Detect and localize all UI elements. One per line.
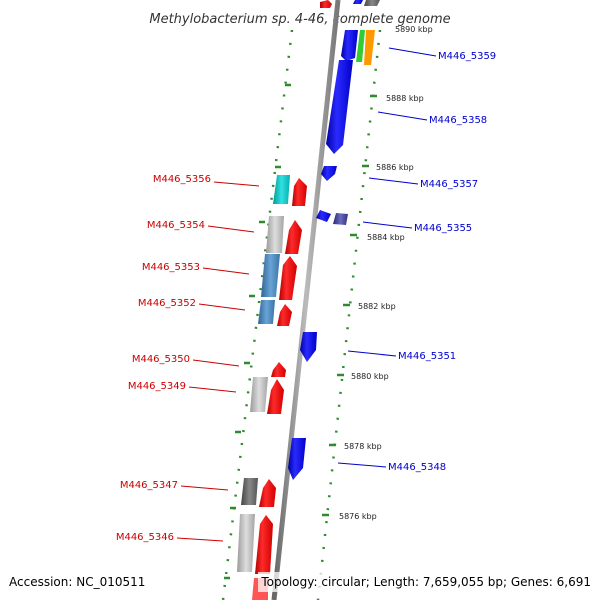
topology-text: Topology: circular; Length: 7,659,055 bp… <box>260 575 591 589</box>
right-gene-labels: M446_5359 M446_5358 M446_5357 M446_5355 … <box>388 51 496 473</box>
gene-feature <box>259 479 276 507</box>
gene-feature <box>356 30 365 62</box>
gene-label: M446_5347 <box>120 480 178 491</box>
gene-feature <box>285 220 302 254</box>
gene-feature <box>267 379 284 414</box>
left-gene-labels: M446_5356 M446_5354 M446_5353 M446_5352 … <box>116 174 211 543</box>
gene-feature <box>255 515 273 574</box>
page-title: Methylobacterium sp. 4-46, complete geno… <box>149 12 450 27</box>
left-leader-lines <box>176 181 260 542</box>
gene-feature <box>271 362 286 377</box>
footer-backdrop <box>258 572 596 592</box>
gene-label: M446_5348 <box>388 462 446 473</box>
gene-feature <box>300 332 317 362</box>
accession-text: Accession: NC_010511 <box>9 575 145 589</box>
gene-feature <box>237 514 255 572</box>
forward-strand-genes <box>237 0 332 600</box>
kbp-label: 5876 kbp <box>339 512 377 521</box>
gene-label: M446_5350 <box>132 354 190 365</box>
gene-feature <box>326 60 353 154</box>
gene-label: M446_5351 <box>398 351 456 362</box>
gene-feature <box>277 304 292 326</box>
left-dotted-track <box>221 29 294 600</box>
gene-feature <box>320 0 332 8</box>
gene-feature <box>288 438 306 480</box>
gene-feature <box>353 0 363 4</box>
genome-backbone <box>271 0 341 600</box>
gene-feature <box>292 178 307 206</box>
kbp-label: 5880 kbp <box>351 372 389 381</box>
gene-label: M446_5356 <box>153 174 211 185</box>
gene-feature <box>316 210 331 222</box>
gene-label: M446_5346 <box>116 532 174 543</box>
right-leader-lines <box>337 47 437 468</box>
gene-feature <box>279 256 297 300</box>
kbp-label: 5886 kbp <box>376 163 414 172</box>
kbp-label: 5884 kbp <box>367 233 405 242</box>
gene-feature <box>250 377 268 412</box>
gene-feature <box>261 254 280 297</box>
gene-label: M446_5358 <box>429 115 487 126</box>
gene-label: M446_5353 <box>142 262 200 273</box>
kbp-label: 5878 kbp <box>344 442 382 451</box>
kbp-label: 5882 kbp <box>358 302 396 311</box>
gene-feature <box>364 0 380 6</box>
gene-feature <box>321 166 337 181</box>
gene-label: M446_5357 <box>420 179 478 190</box>
track-ticks <box>224 83 377 580</box>
gene-feature <box>273 175 290 204</box>
gene-label: M446_5352 <box>138 298 196 309</box>
gene-label: M446_5349 <box>128 381 186 392</box>
gene-label: M446_5359 <box>438 51 496 62</box>
gene-label: M446_5354 <box>147 220 205 231</box>
gene-label: M446_5355 <box>414 223 472 234</box>
kbp-label: 5888 kbp <box>386 94 424 103</box>
gene-feature <box>364 30 375 65</box>
kbp-label: 5890 kbp <box>395 25 433 34</box>
gene-feature <box>241 478 258 505</box>
gene-feature <box>258 300 275 324</box>
gene-feature <box>266 216 284 253</box>
reverse-strand-genes <box>288 0 380 480</box>
kbp-scale: 5890 kbp 5888 kbp 5886 kbp 5884 kbp 5882… <box>339 25 433 521</box>
gene-feature <box>341 30 358 61</box>
right-dotted-track <box>316 29 382 600</box>
gene-feature <box>333 213 348 225</box>
